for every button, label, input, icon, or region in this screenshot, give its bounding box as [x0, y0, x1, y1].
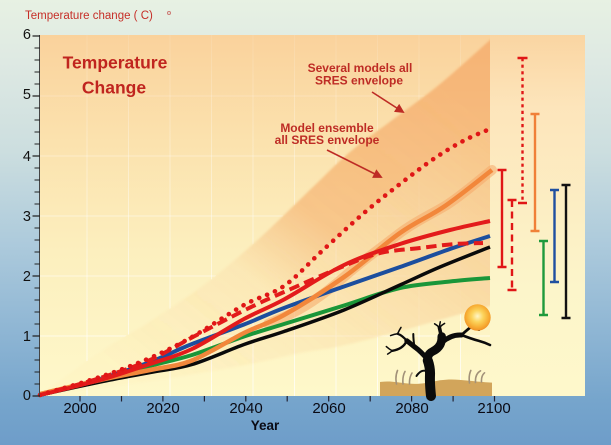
svg-text:SRES envelope: SRES envelope — [315, 74, 403, 88]
svg-text:2000: 2000 — [63, 400, 96, 417]
svg-text:2: 2 — [23, 269, 31, 285]
svg-text:Temperature: Temperature — [63, 53, 168, 73]
svg-text:Model ensemble: Model ensemble — [280, 121, 374, 135]
svg-text:2100: 2100 — [477, 400, 510, 417]
svg-text:2080: 2080 — [395, 400, 428, 417]
svg-text:1: 1 — [23, 329, 31, 345]
svg-text:Temperature change ( C): Temperature change ( C) — [25, 10, 153, 22]
svg-text:0: 0 — [23, 388, 31, 404]
svg-text:Year: Year — [251, 418, 280, 433]
svg-text:3: 3 — [23, 209, 31, 225]
svg-text:2020: 2020 — [146, 400, 179, 417]
svg-text:Change: Change — [82, 78, 146, 98]
svg-text:2040: 2040 — [229, 400, 262, 417]
svg-text:2060: 2060 — [312, 400, 345, 417]
svg-text:all SRES envelope: all SRES envelope — [275, 133, 380, 147]
svg-text:4: 4 — [23, 149, 31, 165]
svg-text:6: 6 — [23, 27, 31, 43]
svg-text:Several models all: Several models all — [308, 61, 413, 75]
svg-text:5: 5 — [23, 87, 31, 103]
